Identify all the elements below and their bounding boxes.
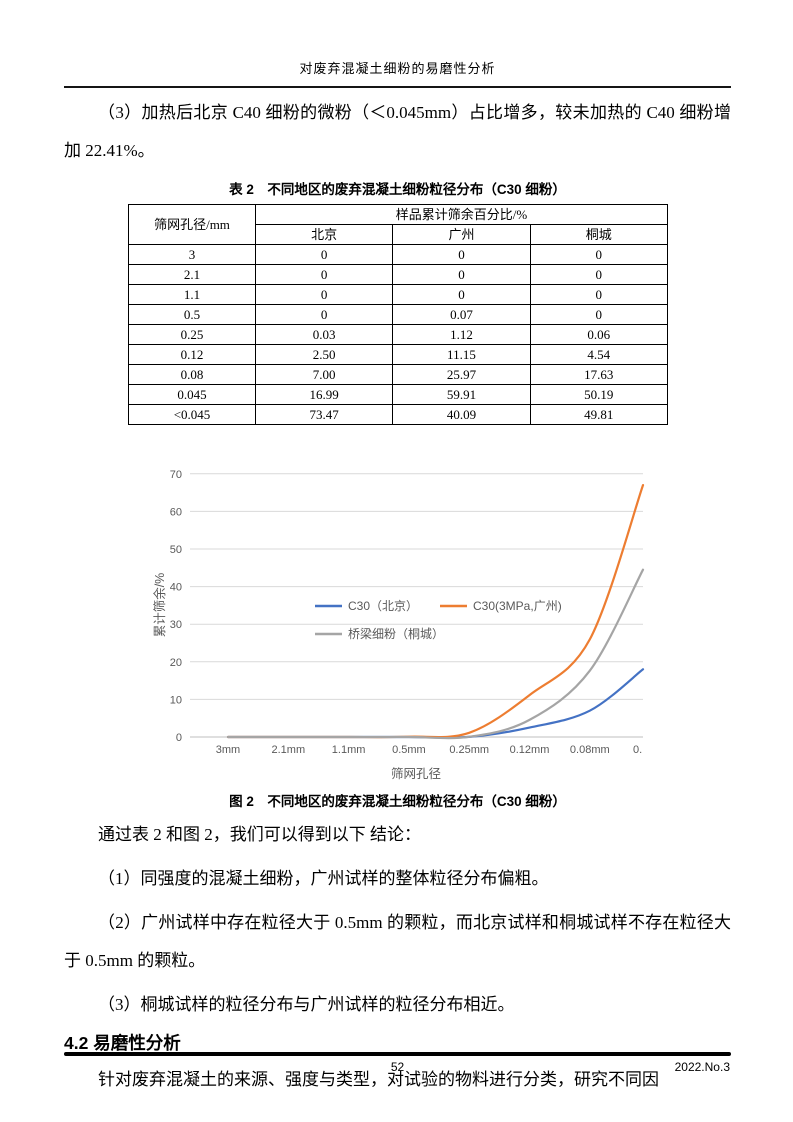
x-tick-label: 0.5mm <box>392 744 426 756</box>
y-tick-label: 20 <box>170 657 182 669</box>
table-cell: 0 <box>254 304 394 325</box>
x-tick-label: 0.12mm <box>510 744 550 756</box>
y-axis-title: 累计筛余/% <box>152 573 167 638</box>
table-caption: 表 2 不同地区的废弃混凝土细粉粒径分布（C30 细粉） <box>229 182 566 197</box>
table-cell: 1.12 <box>392 324 531 345</box>
table-cell: 2.50 <box>254 344 394 365</box>
table-cell: 17.63 <box>529 364 669 385</box>
table-header-row-1: 筛网孔径/mm 样品累计筛余百分比/% <box>128 204 668 245</box>
table-row: 1.1 0 0 0 <box>128 284 669 305</box>
header-rule <box>64 86 731 88</box>
paragraph-conclusion-2: （2）广州试样中存在粒径大于 0.5mm 的颗粒，而北京试样和桐城试样不存在粒径… <box>64 913 731 970</box>
table-row: 0.12 2.50 11.15 4.54 <box>128 344 669 365</box>
table-cell: 0.5 <box>128 304 256 325</box>
table-cell: 11.15 <box>392 344 531 365</box>
table-row: 0.25 0.03 1.12 0.06 <box>128 324 669 345</box>
table-cell: 7.00 <box>254 364 394 385</box>
table-body: 3 0 0 0 2.1 0 0 0 1.1 0 0 0 0.5 0 0.07 0 0.25 0.03 1.12 0.0… <box>128 244 669 425</box>
y-tick-label: 40 <box>170 582 182 594</box>
table-cell: 0.08 <box>128 364 256 385</box>
series-line-2 <box>226 568 645 740</box>
x-tick-label: 0.25mm <box>449 744 489 756</box>
table-row: 0.5 0 0.07 0 <box>128 304 669 325</box>
table-cell: 0 <box>254 264 394 285</box>
table-cell: 2.1 <box>128 264 256 285</box>
header-cell-group: 样品累计筛余百分比/% <box>255 204 668 225</box>
table-row: 0.08 7.00 25.97 17.63 <box>128 364 669 385</box>
paragraph-grindability-intro: 针对废弃混凝土的来源、强度与类型，对试验的物料进行分类，研究不同因 <box>98 1070 659 1089</box>
y-tick-label: 30 <box>170 619 182 631</box>
table-row: 2.1 0 0 0 <box>128 264 669 285</box>
figure-caption: 图 2 不同地区的废弃混凝土细粉粒径分布（C30 细粉） <box>229 794 566 809</box>
table-cell: 0.12 <box>128 344 256 365</box>
paragraph-conclusion-3: （3）桐城试样的粒径分布与广州试样的粒径分布相近。 <box>98 995 515 1014</box>
y-tick-label: 70 <box>170 469 182 481</box>
table-cell: 0.06 <box>529 324 669 345</box>
footer-issue: 2022.No.3 <box>674 1060 730 1074</box>
table-cell: 0 <box>254 284 394 305</box>
table-cell: 0 <box>392 284 531 305</box>
running-header-title: 对废弃混凝土细粉的易磨性分析 <box>299 61 496 76</box>
table-cell: 0 <box>529 284 669 305</box>
paragraph-conclusion-1: （1）同强度的混凝土细粉，广州试样的整体粒径分布偏粗。 <box>98 869 549 888</box>
y-tick-label: 50 <box>170 544 182 556</box>
table-cell: 3 <box>128 244 256 265</box>
y-tick-label: 10 <box>170 694 182 706</box>
table-cell: 25.97 <box>392 364 531 385</box>
footer-page-number: 52 <box>390 1060 405 1074</box>
table-cell: 0.25 <box>128 324 256 345</box>
table-cell: 0 <box>529 244 669 265</box>
table-cell: 0 <box>529 264 669 285</box>
section-heading-grindability: 4.2 易磨性分析 <box>64 1033 181 1053</box>
table-cell: <0.045 <box>128 404 256 425</box>
table-cell: 16.99 <box>254 384 394 405</box>
header-cell-sieve-size: 筛网孔径/mm <box>128 204 256 245</box>
legend-label: C30（北京） <box>348 599 418 613</box>
legend-label: 桥梁细粉（桐城） <box>348 626 444 641</box>
series-line-0 <box>226 668 645 739</box>
y-tick-label: 60 <box>170 506 182 518</box>
table-cell: 0.045 <box>128 384 256 405</box>
figure-line-chart: 0 10 20 30 40 50 60 70 3mm 2.1mm 1.1mm 0.5mm 0.25mm 0… <box>150 451 680 786</box>
paragraph-heated-c40: （3）加热后北京 C40 细粉的微粉（＜0.045mm）占比增多，较未加热的 C… <box>64 103 731 160</box>
legend-label: C30(3MPa,广州) <box>473 599 562 613</box>
x-tick-label: 2.1mm <box>271 744 305 756</box>
header-cell-guangzhou: 广州 <box>392 224 531 245</box>
table-cell: 0.03 <box>254 324 394 345</box>
particle-size-table: 筛网孔径/mm 样品累计筛余百分比/% 北京 广州 桐城 3 0 0 0 2.1 0 0 0 1… <box>128 204 669 425</box>
header-cell-tongcheng: 桐城 <box>529 224 669 245</box>
table-cell: 0 <box>392 264 531 285</box>
page-content: 对废弃混凝土细粉的易磨性分析 （3）加热后北京 C40 细粉的微粉（＜0.045… <box>64 0 731 1099</box>
footer-rule <box>64 1052 731 1056</box>
table-cell: 0 <box>529 304 669 325</box>
x-tick-label: 0.08mm <box>570 744 610 756</box>
table-cell: 49.81 <box>529 404 669 425</box>
table-cell: 50.19 <box>529 384 669 405</box>
table-cell: 59.91 <box>392 384 531 405</box>
y-tick-label: 0 <box>176 732 182 744</box>
header-cell-beijing: 北京 <box>254 224 394 245</box>
table-cell: 73.47 <box>254 404 394 425</box>
table-header: 筛网孔径/mm 样品累计筛余百分比/% 北京 广州 桐城 <box>128 204 669 245</box>
x-tick-label: 1.1mm <box>332 744 366 756</box>
table-cell: 1.1 <box>128 284 256 305</box>
table-cell: 0.07 <box>392 304 531 325</box>
table-row: 0.045 16.99 59.91 50.19 <box>128 384 669 405</box>
table-cell: 4.54 <box>529 344 669 365</box>
table-cell: 0 <box>254 244 394 265</box>
table-cell: 0 <box>392 244 531 265</box>
x-tick-label: 0. <box>633 744 642 756</box>
paragraph-conclusion-intro: 通过表 2 和图 2，我们可以得到以下 结论： <box>98 825 421 844</box>
table-row: <0.045 73.47 40.09 49.81 <box>128 404 669 425</box>
x-axis-title: 筛网孔径 <box>391 766 441 781</box>
table-cell: 40.09 <box>392 404 531 425</box>
x-tick-label: 3mm <box>216 744 240 756</box>
